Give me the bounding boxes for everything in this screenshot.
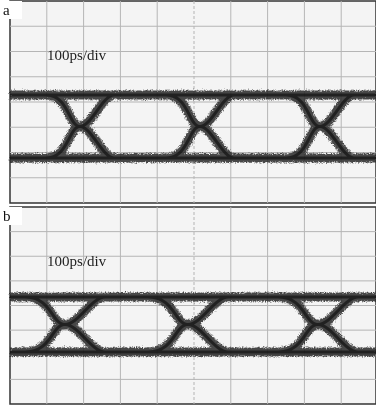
figure: a 100ps/div b 100ps/div <box>0 0 376 405</box>
panel-label: a <box>3 3 10 19</box>
panel-label: b <box>3 209 11 225</box>
panel-a: a 100ps/div <box>0 1 376 203</box>
time-scale: 100ps/div <box>47 254 107 270</box>
time-scale: 100ps/div <box>47 48 107 64</box>
panel-b: b 100ps/div <box>0 207 376 404</box>
